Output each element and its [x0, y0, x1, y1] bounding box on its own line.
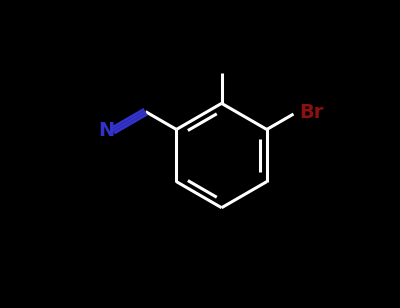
Text: N: N: [98, 121, 114, 140]
Text: Br: Br: [300, 103, 324, 122]
